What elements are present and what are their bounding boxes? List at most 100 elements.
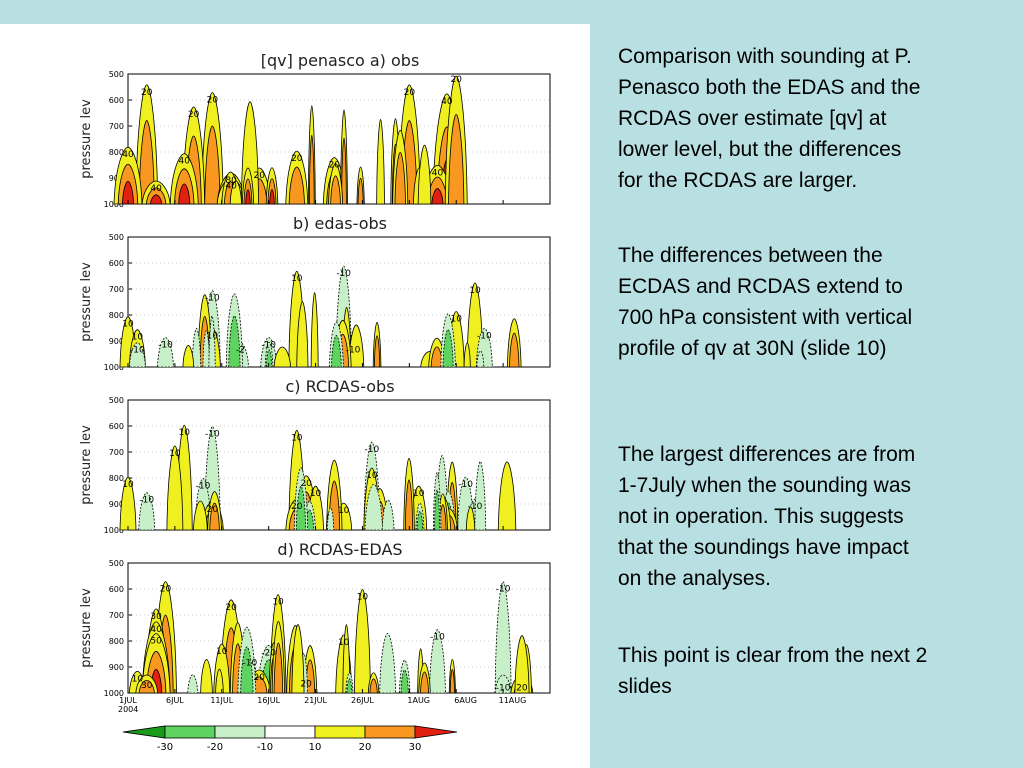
y-tick-label: 500 <box>109 396 124 405</box>
contour-region <box>369 678 378 694</box>
panel-title: [qv] penasco a) obs <box>261 51 420 70</box>
contour-label: 20 <box>254 673 266 683</box>
contour-region <box>416 510 424 531</box>
contour-label: 10 <box>216 647 228 657</box>
contour-label: 10 <box>207 331 219 341</box>
contour-region <box>442 329 454 368</box>
contour-label: 40 <box>150 625 162 635</box>
contour-label: 30 <box>150 612 162 622</box>
contour-label: -10 <box>158 341 173 351</box>
contour-label: 20 <box>207 96 219 106</box>
contour-region <box>119 476 137 531</box>
y-tick-label: 500 <box>109 70 124 79</box>
contour-region <box>178 183 191 205</box>
contour-region <box>394 151 406 205</box>
contour-label: 20 <box>516 683 528 693</box>
y-tick-label: 700 <box>109 448 124 457</box>
panel-title: c) RCDAS-obs <box>285 377 394 396</box>
y-tick-label: 700 <box>109 122 124 131</box>
contour-label: -10 <box>496 585 511 595</box>
colorbar-segment <box>122 725 166 739</box>
contour-region <box>269 189 275 205</box>
contour-label: 20 <box>160 585 172 595</box>
contour-label: 20 <box>188 110 200 120</box>
contour-label: 10 <box>132 674 144 684</box>
contour-region <box>310 292 319 368</box>
contour-region <box>150 194 163 205</box>
contour-label: 40 <box>122 150 134 160</box>
chart-panel-1: [qv] penasco a) obs pressure lev 500 600 700… <box>79 51 551 209</box>
note-paragraph: The largest differences are from 1-7July… <box>618 443 916 590</box>
contour-region <box>330 175 341 205</box>
colorbar-segment <box>214 725 266 739</box>
contour-region <box>331 335 342 368</box>
contour-label: 10 <box>132 333 144 343</box>
contour-region <box>420 671 430 694</box>
contour-label: 20 <box>300 479 312 489</box>
contour-region <box>273 642 284 694</box>
y-tick-label: 700 <box>109 611 124 620</box>
contour-region <box>354 588 371 694</box>
contour-region <box>509 332 520 368</box>
x-axis-year: 2004 <box>118 705 138 714</box>
note-paragraph: Comparison with sounding at P. Penasco b… <box>618 45 921 192</box>
y-axis-label: pressure lev <box>79 99 94 179</box>
contour-label: 10 <box>413 489 425 499</box>
contour-region <box>193 500 208 531</box>
colorbar-segment <box>364 725 416 739</box>
contour-region <box>431 188 444 205</box>
x-tick-label: 11JUL <box>210 696 233 705</box>
contour-label: 10 <box>291 274 303 284</box>
y-axis-label: pressure lev <box>79 425 94 505</box>
contour-region <box>157 337 174 368</box>
contour-region <box>373 335 381 368</box>
contour-region <box>417 144 432 205</box>
x-tick-label: 16JUL <box>257 696 280 705</box>
chart-panel-4: d) RCDAS-EDAS pressure lev 500 600 700 800 900… <box>79 540 551 698</box>
contour-region <box>357 177 364 205</box>
contour-region <box>404 479 414 531</box>
contour-label: 20 <box>225 603 237 613</box>
contour-region <box>191 327 202 368</box>
contour-label: 30 <box>141 681 153 691</box>
contour-label: -10 <box>196 481 211 491</box>
contour-label: 10 <box>357 592 369 602</box>
contour-label: 10 <box>338 638 350 648</box>
contour-region <box>341 137 347 205</box>
y-tick-label: 600 <box>109 585 124 594</box>
y-tick-label: 800 <box>109 148 124 157</box>
contour-region <box>204 125 221 205</box>
contour-region <box>138 679 155 694</box>
contour-region <box>326 506 335 531</box>
y-tick-label: 500 <box>109 233 124 242</box>
contour-figure: [qv] penasco a) obs pressure lev 500 600 700… <box>0 24 590 768</box>
colorbar-segment <box>264 725 316 739</box>
contour-region <box>273 346 292 368</box>
contour-region <box>245 189 251 205</box>
panel-title: b) edas-obs <box>293 214 387 233</box>
contour-region <box>434 489 441 531</box>
colorbar-tick-label: 10 <box>309 742 322 753</box>
contour-region <box>138 492 156 531</box>
colorbar-tick-label: 20 <box>359 742 372 753</box>
contour-region <box>229 180 242 205</box>
contour-region <box>463 342 471 368</box>
contour-label: 20 <box>291 502 303 512</box>
y-tick-label: 800 <box>109 474 124 483</box>
contour-label: 10 <box>338 506 350 516</box>
contour-label: -10 <box>364 445 379 455</box>
contour-region <box>215 668 224 694</box>
contour-region <box>376 119 385 205</box>
contour-region <box>128 342 146 368</box>
contour-label: 10 <box>179 428 191 438</box>
contour-label: 10 <box>450 315 462 325</box>
y-tick-label: 1000 <box>104 689 124 698</box>
contour-label: 40 <box>441 97 453 107</box>
y-tick-label: 700 <box>109 285 124 294</box>
contour-region <box>209 502 220 531</box>
contour-label: 40 <box>150 184 162 194</box>
contour-region <box>381 499 395 531</box>
y-tick-label: 1000 <box>104 200 124 209</box>
x-tick-label: 11AUG <box>499 696 527 705</box>
contour-label: -10 <box>477 331 492 341</box>
